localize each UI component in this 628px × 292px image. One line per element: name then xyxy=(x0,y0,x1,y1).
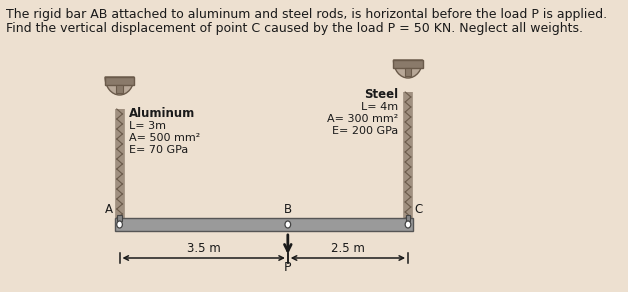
Text: The rigid bar AB attached to aluminum and steel rods, is horizontal before the l: The rigid bar AB attached to aluminum an… xyxy=(6,8,607,21)
Wedge shape xyxy=(394,60,423,78)
Text: L= 3m: L= 3m xyxy=(129,121,166,131)
Bar xyxy=(394,60,423,68)
Bar xyxy=(406,215,411,221)
Text: B: B xyxy=(284,203,292,216)
Wedge shape xyxy=(105,77,134,95)
Text: Find the vertical displacement of point C caused by the load P = 50 KN. Neglect : Find the vertical displacement of point … xyxy=(6,22,583,35)
Text: L= 4m: L= 4m xyxy=(361,102,398,112)
Bar xyxy=(405,68,411,76)
Bar xyxy=(117,215,122,221)
Text: 3.5 m: 3.5 m xyxy=(187,242,220,255)
Text: 2.5 m: 2.5 m xyxy=(331,242,365,255)
Text: Aluminum: Aluminum xyxy=(129,107,195,120)
Text: A: A xyxy=(105,203,113,216)
Text: E= 200 GPa: E= 200 GPa xyxy=(332,126,398,136)
Text: Steel: Steel xyxy=(364,88,398,101)
Circle shape xyxy=(405,221,411,228)
Bar xyxy=(115,218,413,231)
Text: A= 300 mm²: A= 300 mm² xyxy=(327,114,398,124)
Text: E= 70 GPa: E= 70 GPa xyxy=(129,145,188,155)
Text: A= 500 mm²: A= 500 mm² xyxy=(129,133,200,143)
Circle shape xyxy=(285,221,291,228)
Text: P: P xyxy=(284,261,291,274)
Bar xyxy=(105,77,134,85)
Text: C: C xyxy=(414,203,423,216)
Circle shape xyxy=(117,221,122,228)
Bar xyxy=(116,85,123,93)
